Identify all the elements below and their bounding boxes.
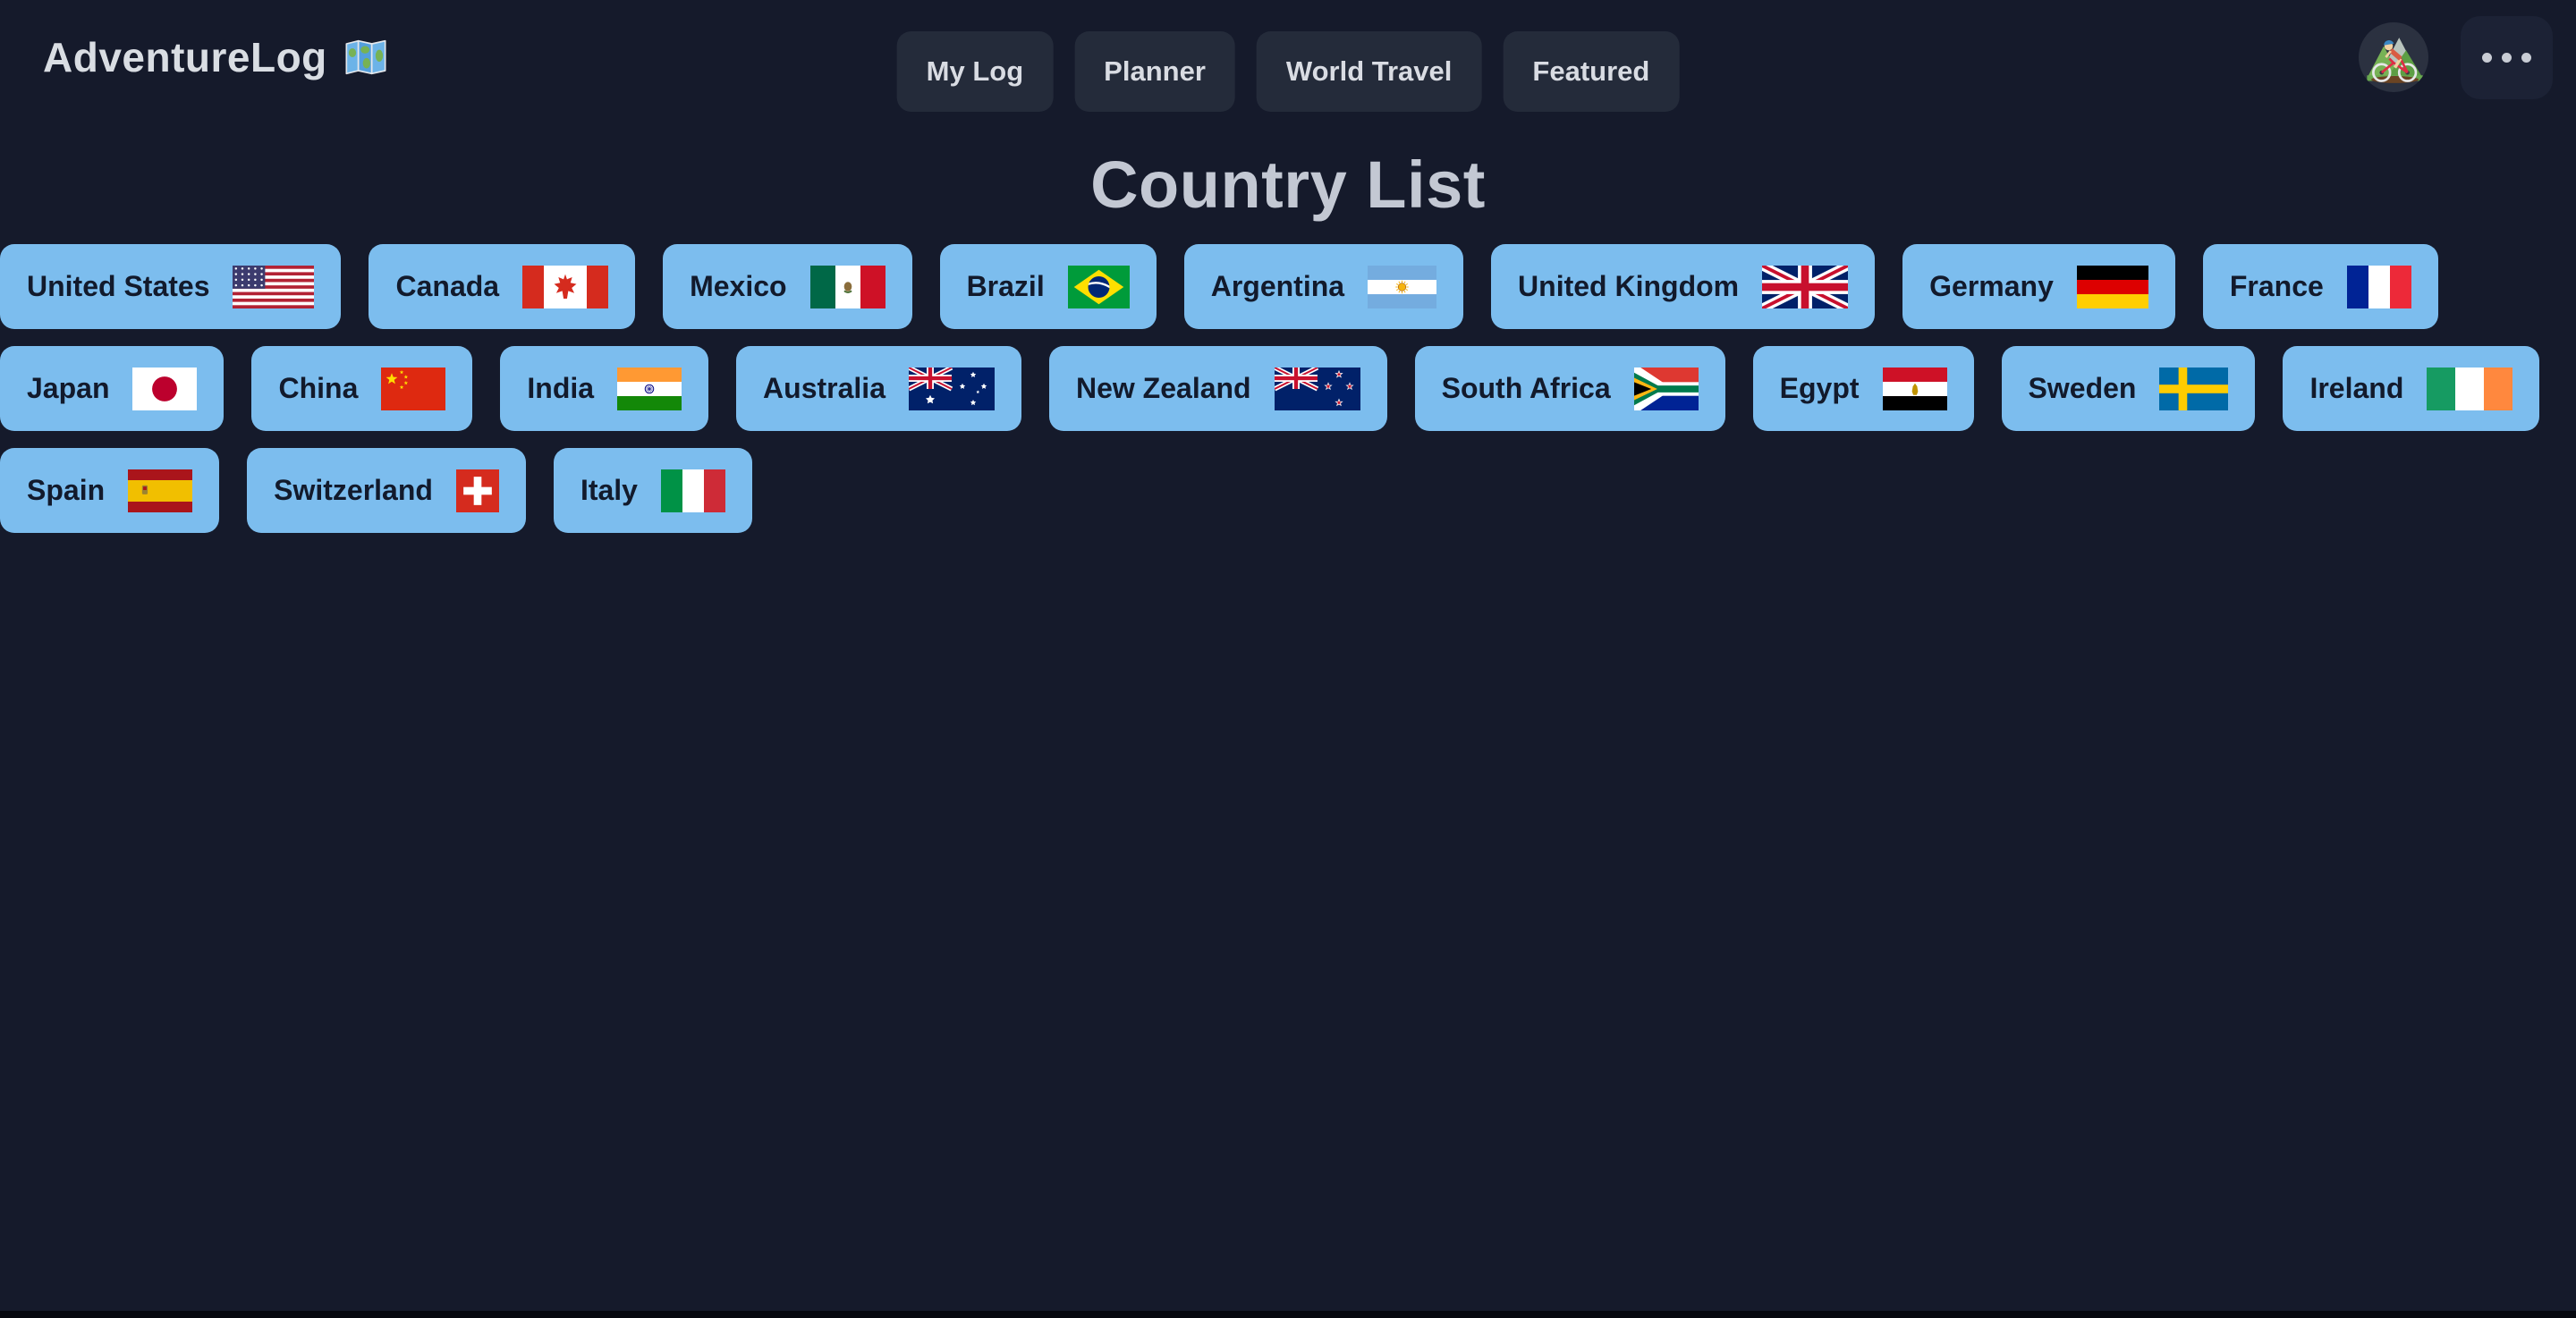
country-button-mx[interactable]: Mexico bbox=[663, 244, 912, 329]
navbar: AdventureLog My Log Planner World Travel… bbox=[0, 0, 2576, 114]
country-label: New Zealand bbox=[1075, 372, 1251, 404]
country-label: South Africa bbox=[1441, 372, 1611, 404]
country-button-us[interactable]: United States bbox=[0, 244, 342, 329]
row-break bbox=[0, 431, 2576, 448]
country-button-gb[interactable]: United Kingdom bbox=[1491, 244, 1876, 329]
country-label: Egypt bbox=[1779, 372, 1860, 404]
country-label: Mexico bbox=[690, 270, 787, 302]
flag-za-icon bbox=[1633, 367, 1699, 410]
more-menu-button[interactable] bbox=[2461, 15, 2553, 99]
flag-ie-icon bbox=[2427, 367, 2513, 410]
country-label: China bbox=[278, 372, 359, 404]
country-label: France bbox=[2229, 270, 2324, 302]
flag-ar-icon bbox=[1368, 265, 1437, 308]
flag-fr-icon bbox=[2346, 265, 2411, 308]
world-map-icon bbox=[343, 37, 388, 78]
country-label: Switzerland bbox=[274, 474, 433, 506]
ellipsis-icon bbox=[2482, 52, 2531, 63]
flag-au-icon bbox=[908, 367, 995, 410]
country-button-za[interactable]: South Africa bbox=[1414, 346, 1725, 431]
country-button-it[interactable]: Italy bbox=[553, 448, 752, 533]
country-button-nz[interactable]: New Zealand bbox=[1048, 346, 1387, 431]
country-button-br[interactable]: Brazil bbox=[939, 244, 1157, 329]
country-button-jp[interactable]: Japan bbox=[0, 346, 225, 431]
country-button-ar[interactable]: Argentina bbox=[1183, 244, 1464, 329]
country-label: United Kingdom bbox=[1518, 270, 1740, 302]
nav-featured[interactable]: Featured bbox=[1503, 31, 1680, 112]
row-break bbox=[0, 329, 2576, 346]
flag-se-icon bbox=[2159, 367, 2229, 410]
country-label: Ireland bbox=[2309, 372, 2404, 404]
country-button-fr[interactable]: France bbox=[2202, 244, 2438, 329]
country-label: India bbox=[527, 372, 595, 404]
country-button-eg[interactable]: Egypt bbox=[1752, 346, 1974, 431]
nav-planner[interactable]: Planner bbox=[1074, 31, 1235, 112]
country-button-ie[interactable]: Ireland bbox=[2283, 346, 2540, 431]
flag-cn-icon bbox=[381, 367, 446, 410]
app-logo[interactable]: AdventureLog bbox=[0, 32, 394, 82]
flag-eg-icon bbox=[1882, 367, 1947, 410]
flag-es-icon bbox=[128, 469, 193, 512]
country-label: Sweden bbox=[2028, 372, 2137, 404]
mountain-biker-icon bbox=[2359, 22, 2428, 92]
flag-it-icon bbox=[660, 469, 725, 512]
country-label: Brazil bbox=[966, 270, 1045, 302]
country-label: Argentina bbox=[1210, 270, 1345, 302]
country-label: Canada bbox=[395, 270, 500, 302]
country-button-se[interactable]: Sweden bbox=[2001, 346, 2256, 431]
nav-world-travel[interactable]: World Travel bbox=[1256, 31, 1482, 112]
flag-nz-icon bbox=[1274, 367, 1360, 410]
country-label: Spain bbox=[27, 474, 106, 506]
country-button-in[interactable]: India bbox=[500, 346, 709, 431]
flag-jp-icon bbox=[132, 367, 198, 410]
country-label: Japan bbox=[27, 372, 110, 404]
navbar-right bbox=[2359, 15, 2576, 99]
country-label: Italy bbox=[580, 474, 638, 506]
country-label: Australia bbox=[763, 372, 886, 404]
flag-br-icon bbox=[1067, 265, 1130, 308]
country-button-es[interactable]: Spain bbox=[0, 448, 220, 533]
country-button-ca[interactable]: Canada bbox=[369, 244, 636, 329]
country-label: United States bbox=[27, 270, 210, 302]
flag-ch-icon bbox=[455, 469, 499, 512]
flag-in-icon bbox=[617, 367, 682, 410]
bottom-edge bbox=[0, 1311, 2576, 1318]
flag-us-icon bbox=[233, 265, 315, 308]
country-button-ch[interactable]: Switzerland bbox=[247, 448, 526, 533]
flag-de-icon bbox=[2076, 265, 2148, 308]
app-title: AdventureLog bbox=[43, 34, 327, 80]
flag-gb-icon bbox=[1762, 265, 1849, 308]
flag-mx-icon bbox=[809, 265, 886, 308]
country-button-cn[interactable]: China bbox=[251, 346, 473, 431]
user-avatar[interactable] bbox=[2359, 22, 2428, 92]
page-title: Country List bbox=[1090, 148, 1486, 222]
nav-links: My Log Planner World Travel Featured bbox=[896, 31, 1680, 112]
country-button-de[interactable]: Germany bbox=[1902, 244, 2175, 329]
country-grid: United States Canada Mexico Brazil Argen… bbox=[0, 244, 2576, 533]
country-label: Germany bbox=[1929, 270, 2054, 302]
flag-ca-icon bbox=[522, 265, 609, 308]
country-button-au[interactable]: Australia bbox=[736, 346, 1021, 431]
nav-my-log[interactable]: My Log bbox=[896, 31, 1054, 112]
